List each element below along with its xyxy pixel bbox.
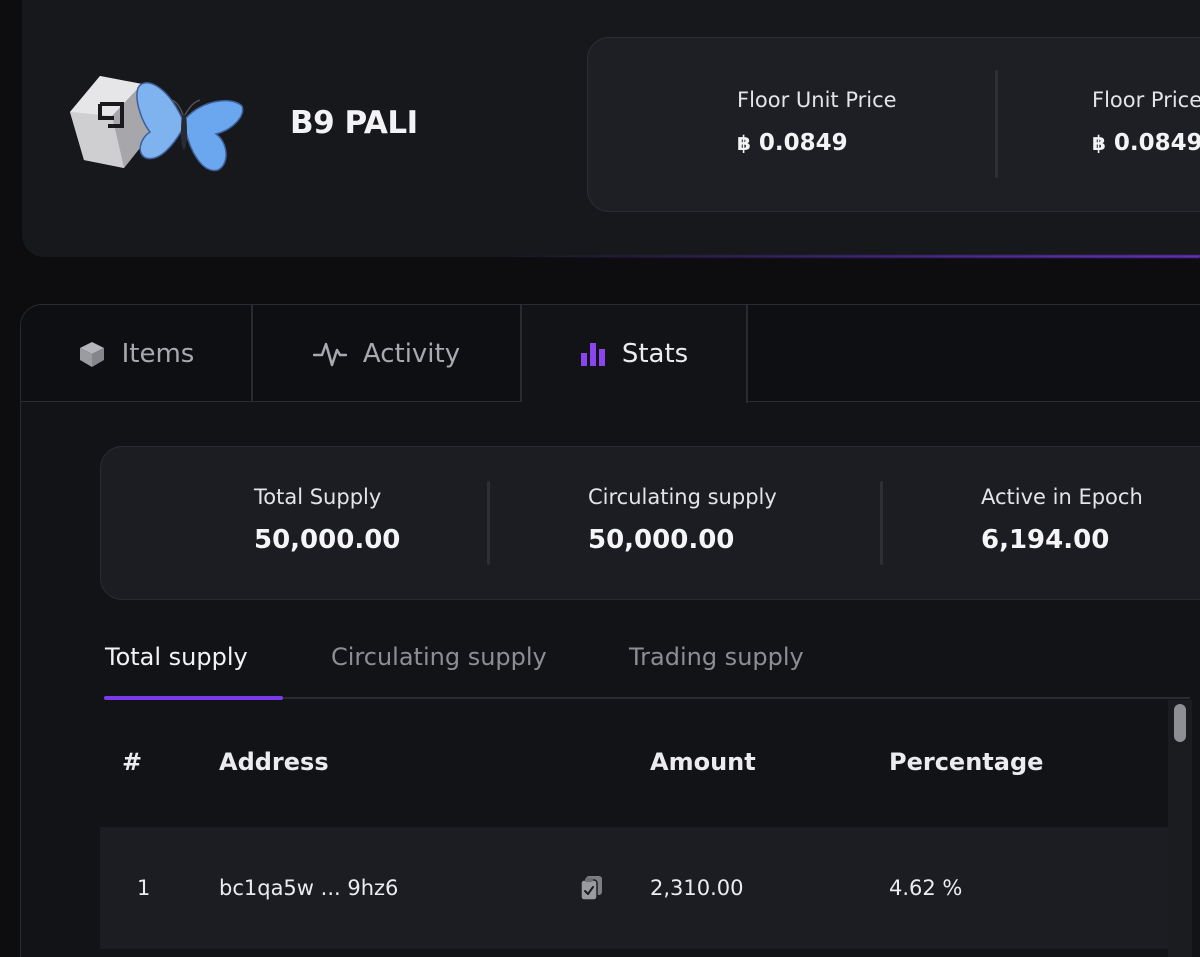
subtab-total-supply[interactable]: Total supply — [105, 643, 248, 671]
price-value: ฿ 0.0849 — [1092, 130, 1200, 156]
tab-label: Activity — [362, 338, 461, 369]
tab-activity[interactable]: Activity — [253, 305, 522, 402]
collection-logo — [70, 76, 244, 172]
collection-content-panel: Items Activity Stats — [20, 304, 1200, 957]
stat-label: Total Supply — [254, 485, 382, 509]
stat-value: 50,000.00 — [254, 525, 401, 555]
divider — [995, 70, 998, 178]
subtab-divider — [104, 697, 1190, 699]
stat-label: Active in Epoch — [981, 485, 1143, 509]
stat-label: Circulating supply — [588, 485, 777, 509]
floor-price: Floor Price ฿ 0.0849 — [1092, 88, 1200, 156]
scrollbar-thumb[interactable] — [1174, 704, 1186, 742]
table-row[interactable] — [100, 827, 1168, 949]
row-percentage: 4.62 % — [889, 876, 963, 900]
tab-stats[interactable]: Stats — [522, 305, 748, 403]
baht-icon: ฿ — [1092, 131, 1106, 155]
column-header-percentage[interactable]: Percentage — [889, 748, 1044, 776]
bar-chart-icon — [580, 343, 605, 366]
supply-stats: Total Supply 50,000.00 Circulating suppl… — [100, 446, 1200, 600]
cube-icon — [79, 341, 104, 367]
price-value: ฿ 0.0849 — [737, 130, 897, 156]
row-rank: 1 — [137, 876, 151, 900]
floor-unit-price: Floor Unit Price ฿ 0.0849 — [737, 88, 897, 156]
tab-items[interactable]: Items — [21, 305, 253, 402]
stat-value: 50,000.00 — [588, 525, 735, 555]
divider — [880, 481, 883, 565]
stat-circulating-supply: Circulating supply 50,000.00 — [588, 485, 777, 555]
subtab-circulating-supply[interactable]: Circulating supply — [331, 643, 547, 671]
collection-name: B9 PALI — [290, 105, 418, 141]
price-label: Floor Price — [1092, 88, 1200, 112]
header-accent-glow — [500, 255, 1200, 258]
pulse-icon — [312, 342, 347, 366]
tab-label: Stats — [621, 339, 689, 369]
price-amount: 0.0849 — [1113, 130, 1200, 156]
column-header-amount[interactable]: Amount — [650, 748, 756, 776]
row-address: bc1qa5w ... 9hz6 — [219, 876, 399, 900]
price-label: Floor Unit Price — [737, 88, 897, 112]
scrollbar-track[interactable] — [1168, 700, 1192, 957]
stat-active-in-epoch: Active in Epoch 6,194.00 — [981, 485, 1143, 555]
price-amount: 0.0849 — [758, 130, 848, 156]
baht-icon: ฿ — [737, 131, 751, 155]
price-panel: Floor Unit Price ฿ 0.0849 Floor Price ฿ 0.… — [587, 37, 1200, 212]
column-header-rank[interactable]: # — [122, 748, 143, 776]
stat-value: 6,194.00 — [981, 525, 1110, 555]
row-amount: 2,310.00 — [650, 876, 744, 900]
subtab-active-indicator — [104, 696, 283, 700]
column-header-address[interactable]: Address — [219, 748, 329, 776]
copy-icon[interactable] — [580, 875, 604, 901]
stat-total-supply: Total Supply 50,000.00 — [254, 485, 400, 555]
subtab-trading-supply[interactable]: Trading supply — [629, 643, 804, 671]
tab-bar: Items Activity Stats — [21, 305, 1200, 403]
tab-label: Items — [121, 338, 195, 369]
divider — [487, 481, 490, 565]
